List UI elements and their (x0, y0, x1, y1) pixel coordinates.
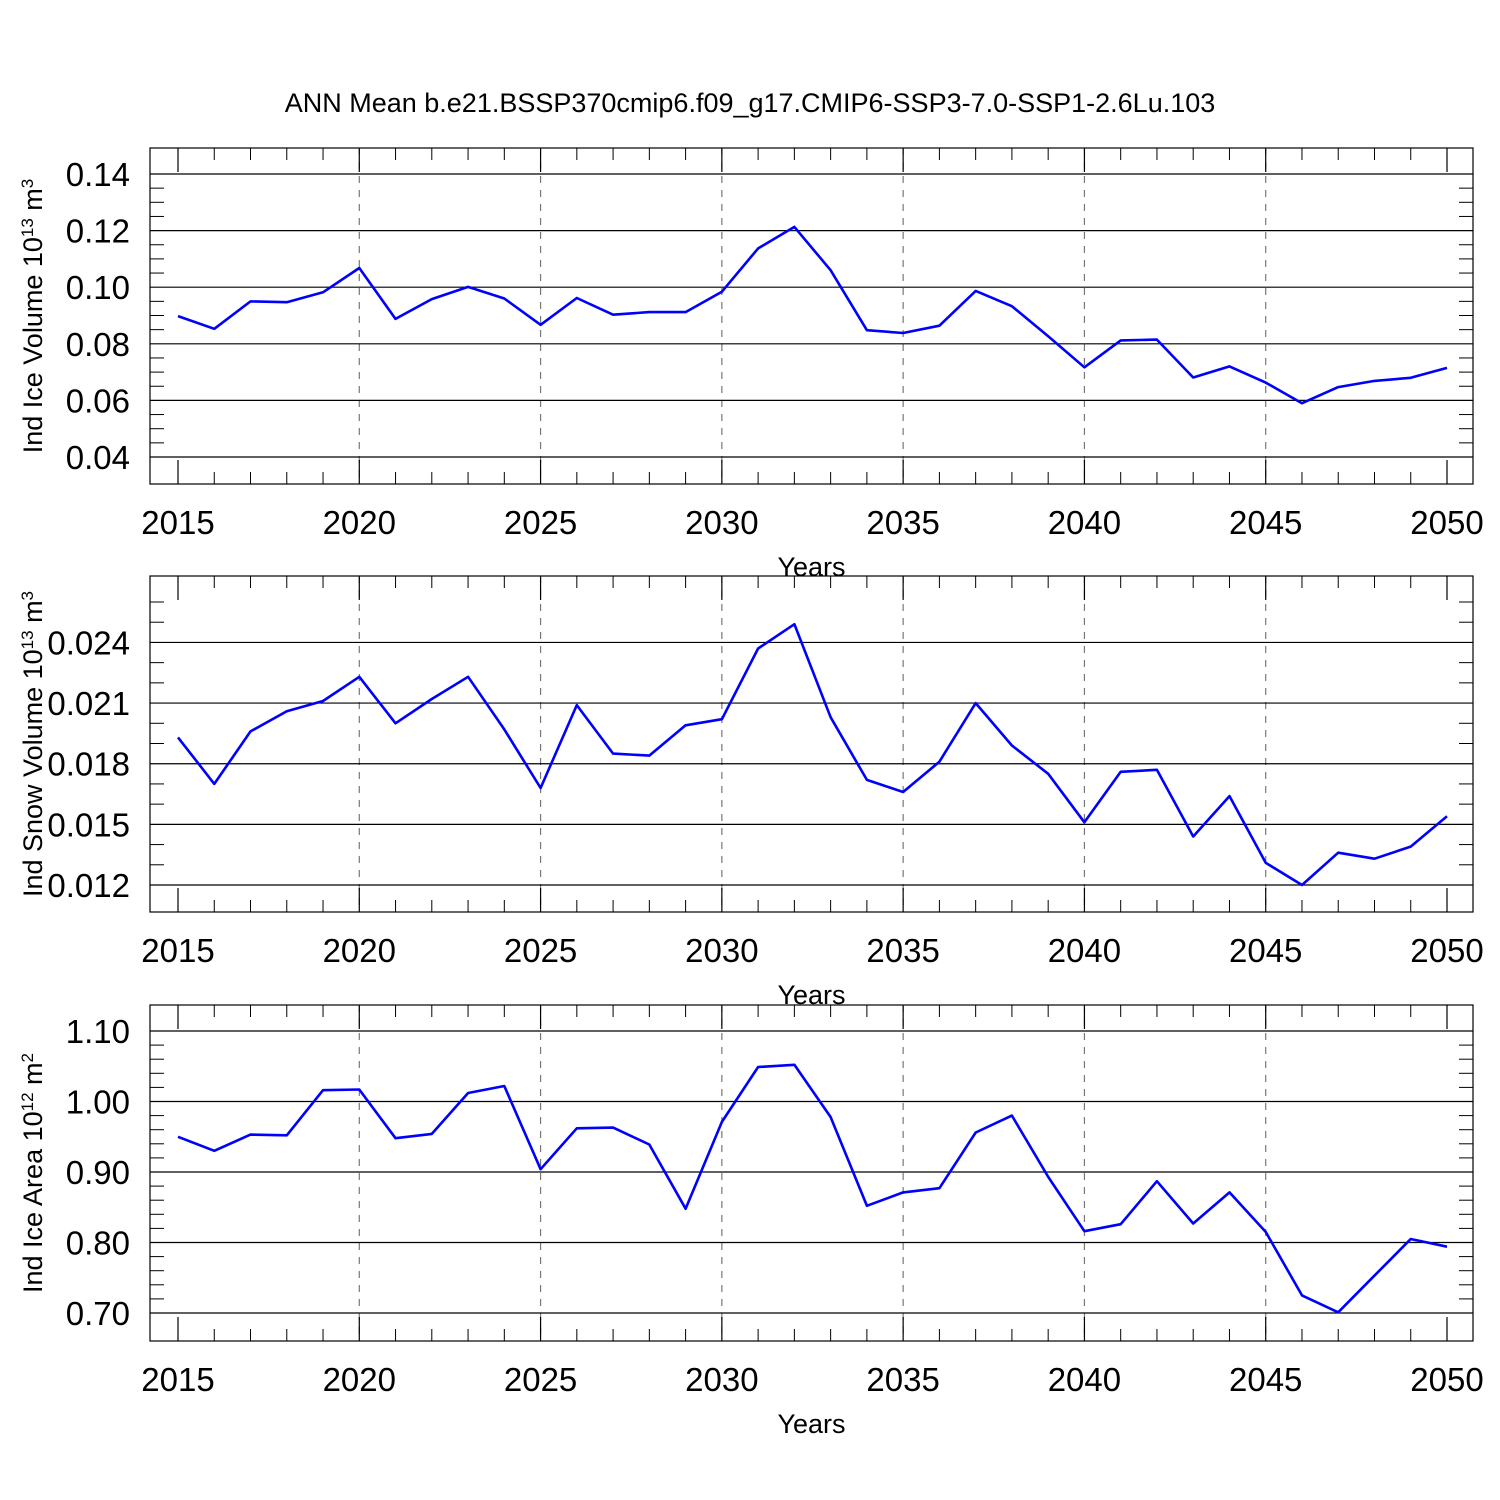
x-tick-label: 2050 (1410, 1361, 1483, 1398)
y-tick-label: 1.10 (66, 1013, 130, 1050)
y-tick-label: 0.10 (66, 269, 130, 306)
y-axis-title: Ind Ice Area 1012 m2 (18, 1053, 49, 1293)
y-tick-label: 0.80 (66, 1225, 130, 1262)
x-tick-label: 2020 (323, 504, 396, 541)
x-tick-label: 2035 (866, 504, 939, 541)
x-tick-label: 2030 (685, 1361, 758, 1398)
x-tick-label: 2030 (685, 932, 758, 969)
plot-frame (149, 1004, 1474, 1342)
series-line (176, 622, 1448, 887)
x-tick-label: 2015 (141, 1361, 214, 1398)
x-tick-label: 2045 (1229, 932, 1302, 969)
x-tick-label: 2045 (1229, 504, 1302, 541)
y-tick-label: 0.04 (66, 439, 130, 476)
y-axis-title: Ind Snow Volume 1013 m3 (18, 591, 49, 897)
x-tick-label: 2050 (1410, 504, 1483, 541)
y-tick-label: 0.90 (66, 1154, 130, 1191)
x-tick-label: 2040 (1048, 504, 1121, 541)
x-tick-label: 2025 (504, 1361, 577, 1398)
x-tick-label: 2035 (866, 1361, 939, 1398)
x-tick-label: 2015 (141, 932, 214, 969)
x-tick-label: 2045 (1229, 1361, 1302, 1398)
x-tick-label: 2025 (504, 932, 577, 969)
x-tick-label: 2030 (685, 504, 758, 541)
y-tick-label: 1.00 (66, 1084, 130, 1121)
x-tick-label: 2020 (323, 1361, 396, 1398)
x-tick-label: 2025 (504, 504, 577, 541)
y-tick-label: 0.08 (66, 326, 130, 363)
x-tick-label: 2050 (1410, 932, 1483, 969)
x-axis-title: Years (777, 1409, 845, 1439)
y-tick-label: 0.024 (47, 624, 130, 661)
panels: 2015 2020 2025 2030 2035 2040 2045 2050 0.04 0.06… (18, 147, 1484, 1439)
x-tick-label: 2040 (1048, 932, 1121, 969)
chart-panel-2: 2015 2020 2025 2030 2035 2040 2045 2050 0.012 0.0… (18, 575, 1484, 1010)
series-line (177, 225, 1448, 405)
y-tick-label: 0.70 (66, 1295, 130, 1332)
x-tick-label: 2040 (1048, 1361, 1121, 1398)
x-tick-label: 2035 (866, 932, 939, 969)
x-tick-label: 2020 (323, 932, 396, 969)
y-tick-label: 0.14 (66, 156, 130, 193)
plot-frame (149, 147, 1474, 485)
x-tick-label: 2015 (141, 504, 214, 541)
y-tick-label: 0.12 (66, 213, 130, 250)
y-tick-label: 0.021 (47, 685, 130, 722)
x-axis-title: Years (777, 552, 845, 582)
plot-frame (149, 575, 1474, 913)
y-axis-title: Ind Ice Volume 1013 m3 (18, 179, 49, 454)
y-tick-label: 0.018 (47, 746, 130, 783)
y-tick-label: 0.012 (47, 867, 130, 904)
series-line (177, 1063, 1448, 1314)
chart-panel-3: 2015 2020 2025 2030 2035 2040 2045 2050 0.70 0.80… (18, 1004, 1484, 1439)
chart-panel-1: 2015 2020 2025 2030 2035 2040 2045 2050 0.04 0.06… (18, 147, 1484, 582)
y-tick-label: 0.015 (47, 806, 130, 843)
chart-title: ANN Mean b.e21.BSSP370cmip6.f09_g17.CMIP… (285, 88, 1216, 118)
y-tick-label: 0.06 (66, 382, 130, 419)
